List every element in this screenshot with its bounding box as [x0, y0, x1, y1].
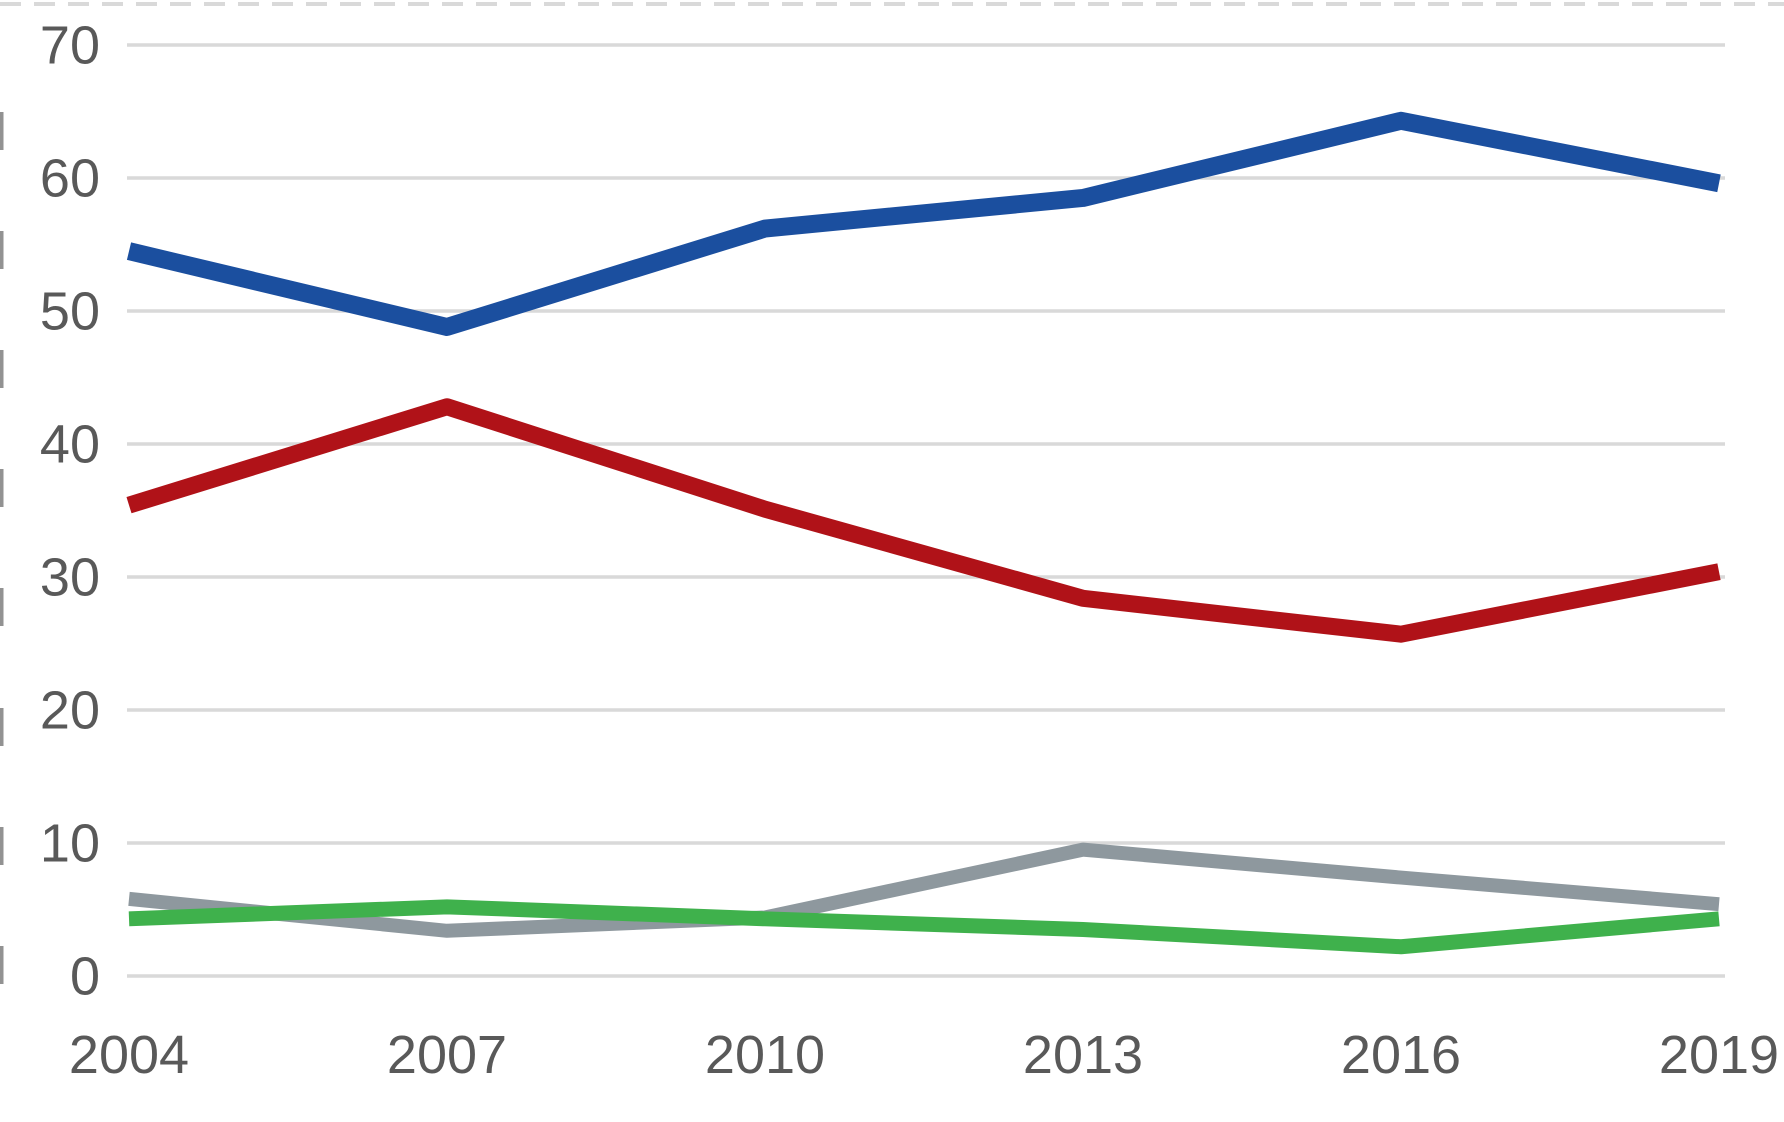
x-axis-label-2013: 2013: [1023, 1025, 1143, 1085]
series-line-green: [128, 899, 1720, 955]
left-edge-crop-fragment-5: [0, 708, 4, 746]
y-axis-label-20: 20: [40, 680, 100, 740]
left-edge-crop-fragment-6: [0, 827, 4, 865]
left-edge-crop-fragment-2: [0, 350, 4, 388]
y-axis-label-0: 0: [70, 946, 100, 1006]
y-axis-label-50: 50: [40, 281, 100, 341]
left-edge-crop-fragment-4: [0, 588, 4, 626]
x-axis-label-2019: 2019: [1659, 1025, 1779, 1085]
y-axis-label-30: 30: [40, 547, 100, 607]
x-axis-label-2010: 2010: [705, 1025, 825, 1085]
series-line-red: [126, 398, 1721, 643]
series-line-blue: [126, 111, 1721, 336]
left-edge-crop-fragment-3: [0, 469, 4, 507]
series-line-gray: [128, 842, 1720, 938]
y-axis-label-10: 10: [40, 813, 100, 873]
left-edge-crop-fragment-0: [0, 112, 4, 150]
x-axis-label-2007: 2007: [387, 1025, 507, 1085]
y-axis-label-60: 60: [40, 148, 100, 208]
y-axis-label-70: 70: [40, 15, 100, 75]
left-edge-crop-fragment-7: [0, 946, 4, 984]
x-axis-label-2016: 2016: [1341, 1025, 1461, 1085]
x-axis-label-2004: 2004: [69, 1025, 189, 1085]
left-edge-crop-fragment-1: [0, 231, 4, 269]
y-axis-label-40: 40: [40, 414, 100, 474]
